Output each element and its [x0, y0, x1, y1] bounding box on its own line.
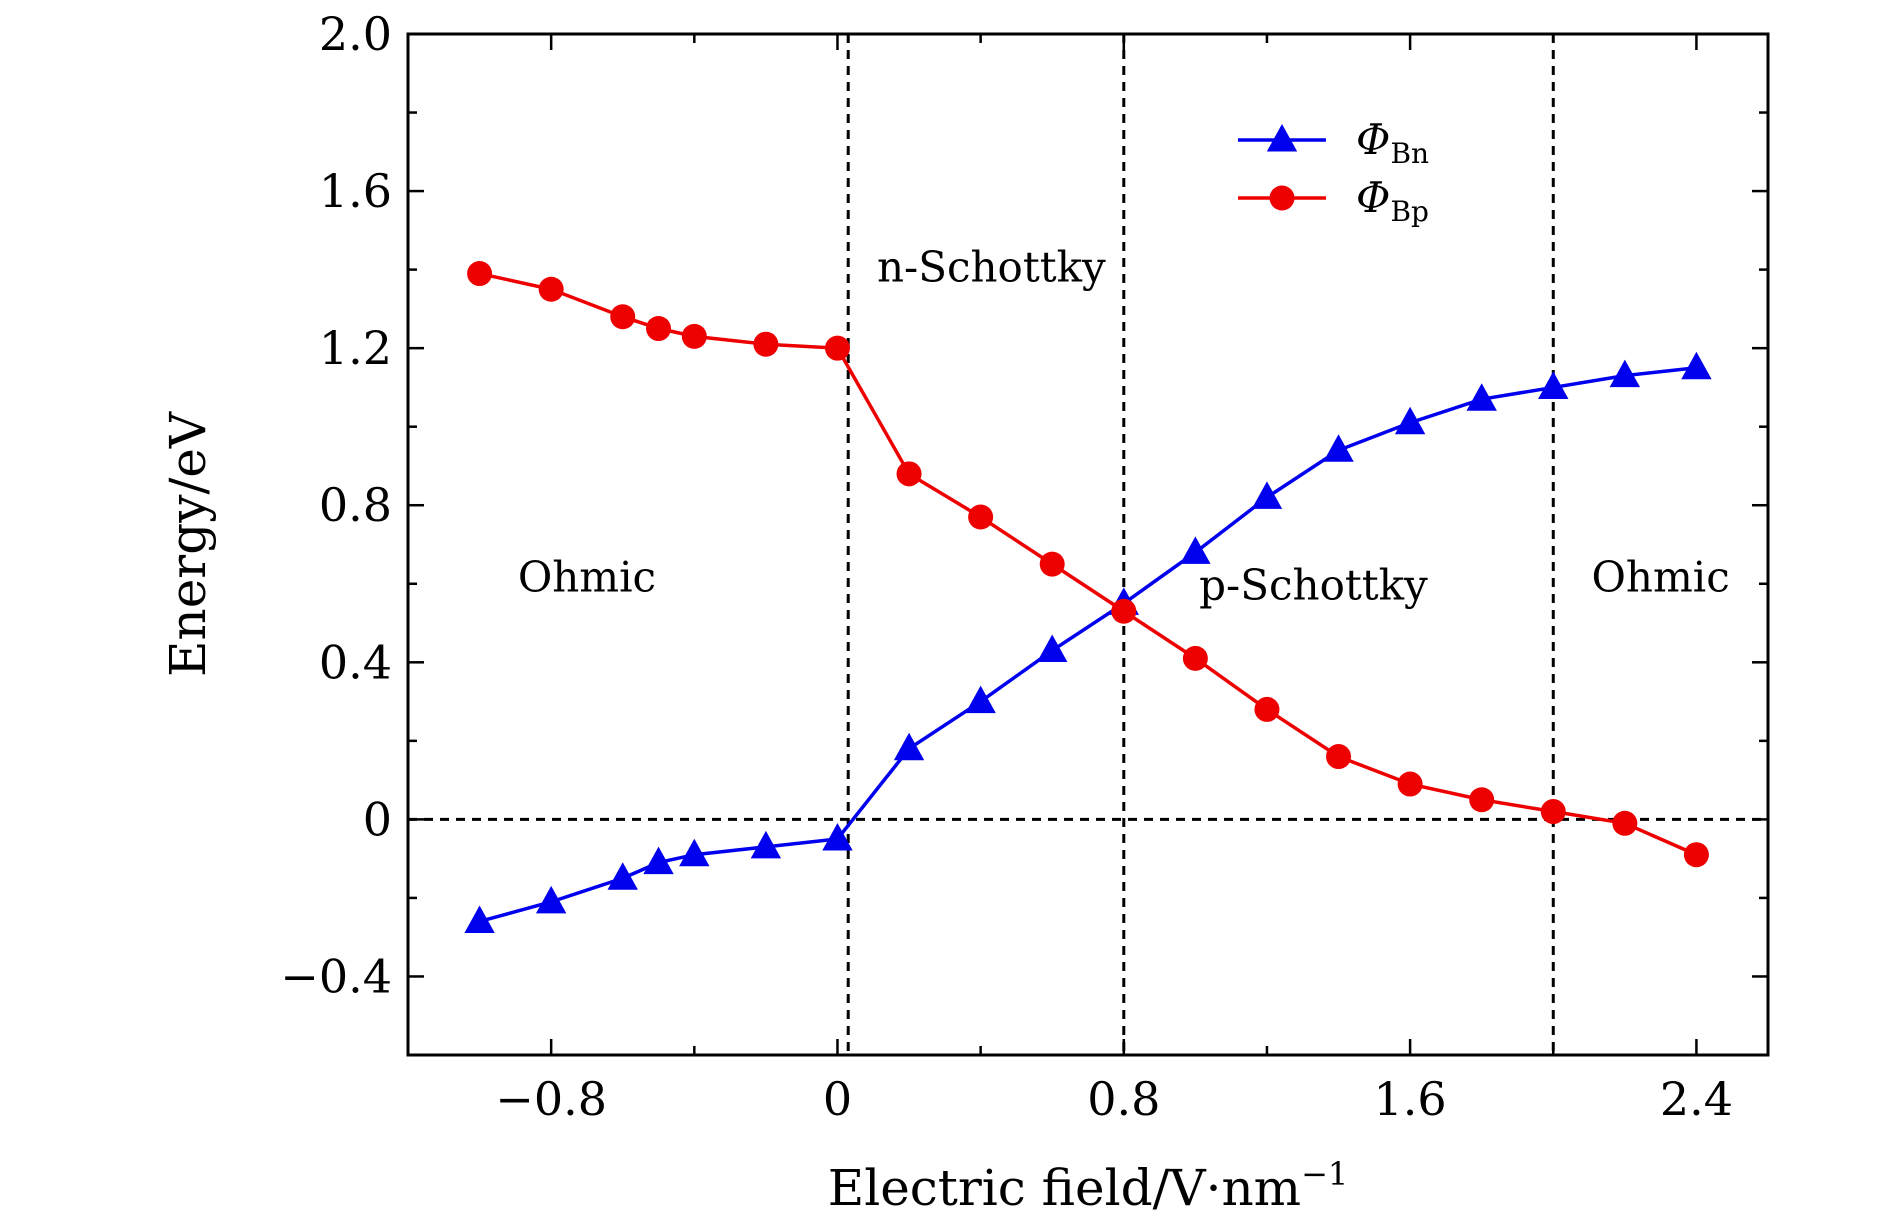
data-point — [646, 316, 672, 342]
x-tick-label: 2.4 — [1660, 1072, 1733, 1126]
data-point — [824, 335, 850, 361]
data-point — [1394, 406, 1426, 435]
data-point — [1037, 634, 1068, 663]
legend-label: ΦBp — [1356, 173, 1429, 228]
data-point — [610, 304, 636, 330]
legend-symbol: Φ — [1356, 115, 1390, 164]
data-point — [893, 732, 925, 761]
data-point — [1609, 359, 1641, 388]
data-point — [1683, 842, 1709, 868]
data-point — [896, 461, 922, 487]
region-label: Ohmic — [518, 553, 656, 602]
data-point — [965, 685, 996, 714]
data-point — [607, 862, 638, 890]
axis-ticks: −0.8 0 0.8 1.6 2.4 −0.4 0 0.4 0.8 1.2 1.6 2.0 — [280, 7, 1768, 1126]
data-point — [822, 823, 853, 851]
series-line — [479, 366, 1697, 924]
y-axis-label: Energy/eV — [159, 411, 217, 677]
reference-lines — [408, 34, 1768, 1055]
x-axis-label: Electric field/V·nm−1 — [828, 1155, 1349, 1217]
data-point — [1469, 787, 1495, 813]
x-axis-label-text: Electric field/V·nm — [828, 1159, 1301, 1217]
data-point — [1397, 771, 1423, 797]
series-line — [479, 271, 1698, 857]
data-point — [1180, 536, 1211, 564]
data-point — [1111, 598, 1137, 624]
data-point — [467, 261, 493, 287]
legend-marker — [1269, 185, 1295, 211]
data-point — [1323, 434, 1354, 462]
data-point — [1039, 551, 1065, 577]
region-labels: Ohmic n-Schottky p-Schottky Ohmic — [518, 242, 1730, 609]
y-tick-label: 0.8 — [319, 478, 392, 532]
data-point — [1538, 371, 1569, 399]
y-tick-label: 0 — [363, 792, 392, 846]
legend-label: ΦBn — [1356, 115, 1429, 170]
x-tick-label: 0 — [823, 1072, 852, 1126]
data-point — [681, 323, 707, 349]
data-point — [1251, 481, 1283, 509]
data-point — [1254, 696, 1280, 722]
data-point — [1540, 799, 1566, 825]
data-point — [968, 504, 994, 530]
data-point — [679, 838, 710, 867]
x-tick-label: 1.6 — [1374, 1072, 1447, 1126]
y-tick-label: 2.0 — [319, 7, 392, 61]
data-point — [753, 331, 779, 357]
region-label: p-Schottky — [1199, 560, 1428, 609]
series-bp — [467, 261, 1709, 868]
region-label: n-Schottky — [877, 242, 1106, 291]
x-axis-label-exponent: −1 — [1301, 1155, 1348, 1193]
data-point — [1326, 744, 1352, 770]
y-tick-label: 1.2 — [319, 321, 392, 375]
legend-subscript: Bn — [1390, 137, 1429, 170]
y-tick-label: −0.4 — [280, 949, 392, 1003]
legend-subscript: Bp — [1390, 195, 1429, 228]
series-layer — [464, 261, 1712, 934]
data-point — [643, 846, 674, 875]
data-point — [1466, 383, 1497, 411]
y-tick-label: 1.6 — [319, 164, 392, 218]
data-point — [1182, 645, 1208, 671]
legend-symbol: Φ — [1356, 173, 1390, 222]
data-point — [535, 885, 567, 914]
series-bn — [464, 351, 1712, 934]
data-point — [1681, 351, 1712, 380]
legend-marker — [1266, 124, 1298, 152]
region-label: Ohmic — [1591, 553, 1729, 602]
data-point — [1612, 810, 1638, 836]
data-point — [750, 830, 782, 859]
plot-frame — [406, 32, 1770, 1057]
y-tick-label: 0.4 — [319, 635, 392, 689]
x-tick-label: 0.8 — [1087, 1072, 1160, 1126]
x-tick-label: −0.8 — [495, 1072, 607, 1126]
data-point — [464, 905, 495, 934]
data-point — [538, 276, 564, 302]
